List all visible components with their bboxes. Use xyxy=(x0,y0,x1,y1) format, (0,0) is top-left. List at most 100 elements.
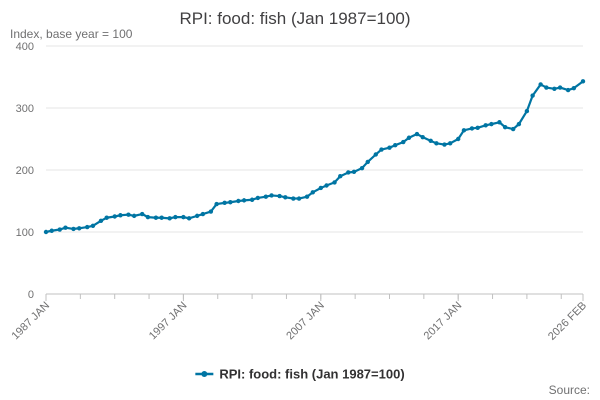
data-point xyxy=(434,141,439,146)
data-point xyxy=(502,125,508,130)
data-point xyxy=(145,214,151,220)
data-point xyxy=(153,215,159,220)
data-point xyxy=(393,143,398,148)
x-axis: 1987 JAN 1997 JAN 2007 JAN 2017 JAN 2026 FEB xyxy=(9,293,589,343)
data-point xyxy=(291,196,296,201)
data-point xyxy=(255,195,261,201)
data-point xyxy=(98,218,104,224)
data-point xyxy=(200,211,206,217)
data-point xyxy=(208,209,214,214)
y-axis-ticks: 0 100 200 300 400 xyxy=(16,41,34,301)
y-tick-label: 200 xyxy=(16,165,34,177)
data-point xyxy=(118,213,123,218)
source-label: Source: xyxy=(549,383,590,397)
y-tick-label: 100 xyxy=(16,227,34,239)
data-point xyxy=(401,139,406,145)
data-point xyxy=(379,147,384,152)
data-point xyxy=(263,194,269,199)
data-point xyxy=(167,216,172,221)
data-point xyxy=(159,215,164,220)
data-point xyxy=(186,216,192,221)
data-point xyxy=(296,196,302,201)
data-point xyxy=(324,183,329,188)
data-point xyxy=(455,136,461,142)
data-point xyxy=(222,200,227,206)
x-tick-label: 2026 FEB xyxy=(546,300,589,343)
data-point xyxy=(332,180,337,185)
data-point xyxy=(497,120,502,125)
data-point xyxy=(310,190,315,195)
x-tick-label: 1997 JAN xyxy=(147,300,190,343)
data-point xyxy=(131,213,137,219)
data-point xyxy=(414,131,420,137)
y-tick-label: 0 xyxy=(28,289,34,301)
data-point xyxy=(283,195,288,200)
data-point xyxy=(236,198,241,204)
data-point xyxy=(43,229,49,235)
data-point xyxy=(475,125,480,131)
data-point xyxy=(571,85,577,91)
data-point xyxy=(104,215,109,220)
series-layer xyxy=(43,79,586,235)
data-point xyxy=(580,79,586,84)
data-point xyxy=(90,223,96,228)
legend-swatch-marker xyxy=(201,371,208,377)
data-point xyxy=(524,108,530,114)
data-point xyxy=(365,159,370,165)
data-point xyxy=(387,145,392,150)
data-point xyxy=(351,169,357,175)
x-tick-label: 1987 JAN xyxy=(9,300,52,343)
data-point xyxy=(538,82,543,87)
data-point xyxy=(557,85,563,90)
data-point xyxy=(126,212,131,217)
data-point xyxy=(516,121,522,127)
data-point xyxy=(373,152,378,157)
data-point xyxy=(483,123,488,128)
data-point xyxy=(461,128,467,133)
data-point xyxy=(57,227,62,232)
data-point xyxy=(447,141,453,146)
chart-title: RPI: food: fish (Jan 1987=100) xyxy=(179,9,410,28)
data-point xyxy=(338,174,343,179)
data-point xyxy=(181,214,186,220)
data-point xyxy=(241,198,247,203)
data-point xyxy=(428,138,433,144)
data-point xyxy=(63,225,68,230)
data-point xyxy=(469,126,475,131)
data-point xyxy=(552,86,557,91)
data-point xyxy=(565,87,571,93)
x-tick-label: 2007 JAN xyxy=(284,300,327,343)
gridlines xyxy=(46,45,583,233)
data-point xyxy=(346,170,351,175)
y-tick-label: 300 xyxy=(16,103,34,115)
data-point xyxy=(85,224,90,230)
data-point xyxy=(77,226,82,231)
data-point xyxy=(420,134,425,140)
data-point xyxy=(139,211,145,217)
data-point xyxy=(49,228,54,233)
y-axis-label: Index, base year = 100 xyxy=(10,27,133,41)
series-line xyxy=(45,80,584,234)
data-point xyxy=(318,185,323,191)
data-point xyxy=(510,126,516,132)
data-point xyxy=(304,194,310,199)
data-point xyxy=(277,193,282,199)
x-tick-label: 2017 JAN xyxy=(422,300,465,343)
data-point xyxy=(112,214,117,219)
data-point xyxy=(71,226,76,232)
data-point xyxy=(214,201,219,207)
data-point xyxy=(269,193,274,198)
data-point xyxy=(194,213,200,219)
legend-label: RPI: food: fish (Jan 1987=100) xyxy=(219,367,404,382)
data-point xyxy=(530,93,535,98)
legend[interactable]: RPI: food: fish (Jan 1987=100) xyxy=(195,367,405,382)
data-point xyxy=(249,197,255,202)
data-point xyxy=(406,135,412,140)
data-point xyxy=(173,214,178,220)
data-point xyxy=(544,85,549,90)
data-point xyxy=(489,121,494,127)
data-point xyxy=(442,142,447,147)
y-tick-label: 400 xyxy=(16,41,34,53)
data-point xyxy=(228,200,233,205)
